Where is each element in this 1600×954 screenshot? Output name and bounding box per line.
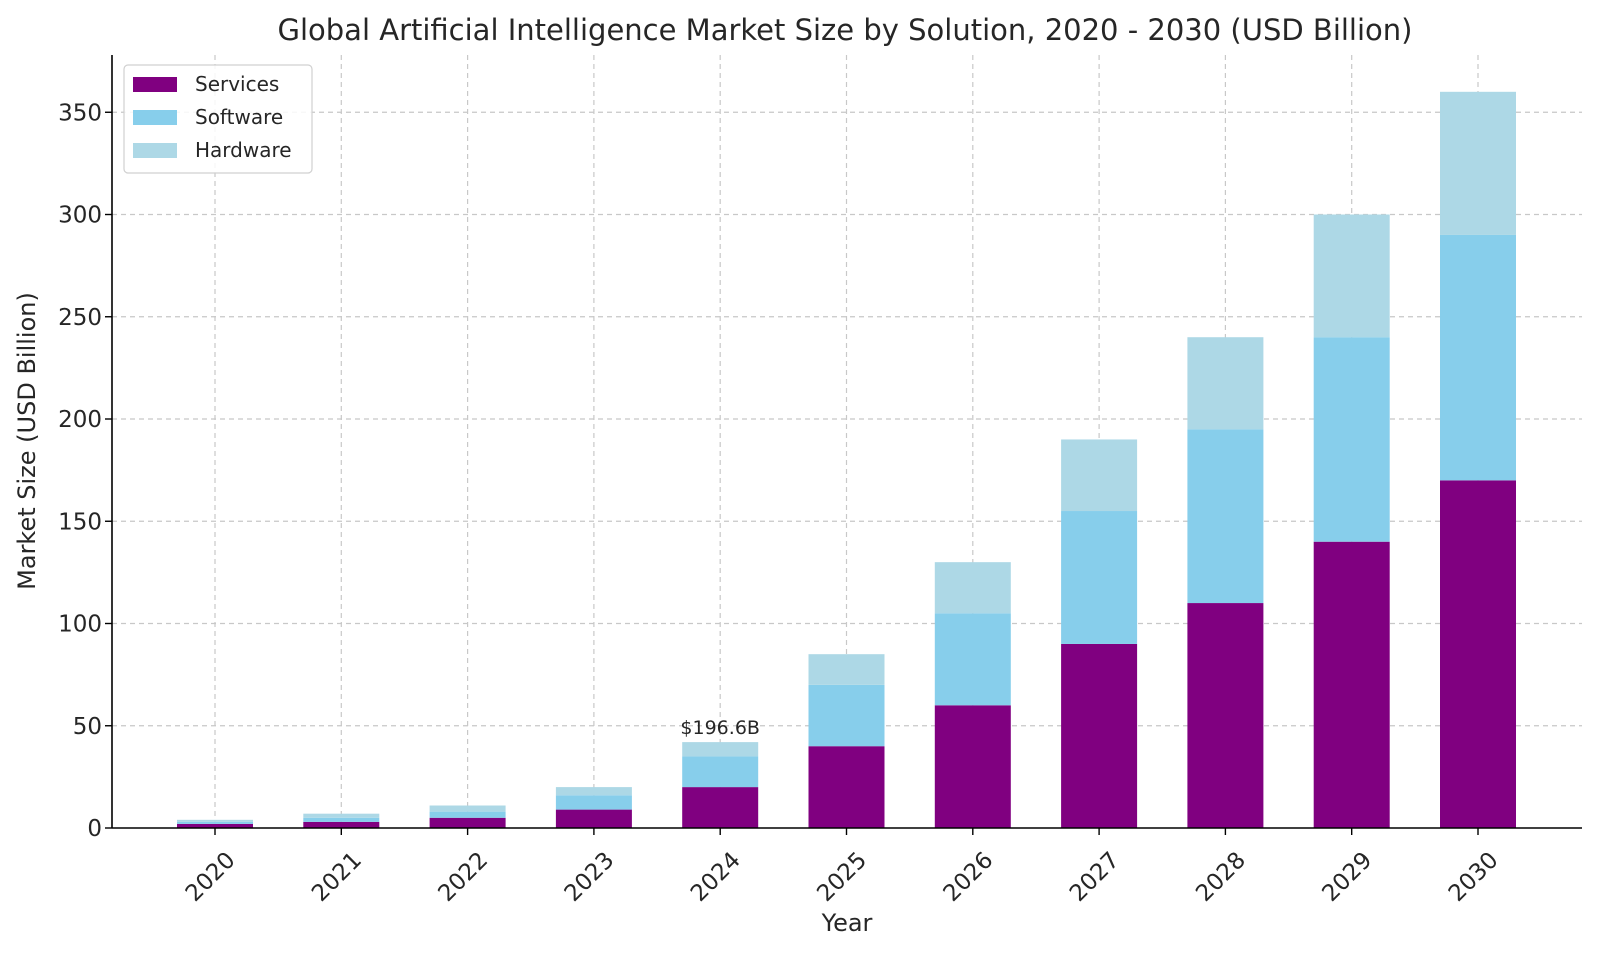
bar-services-2020 xyxy=(177,823,253,828)
bar-software-2022 xyxy=(429,811,506,818)
bar-hardware-2030 xyxy=(1440,91,1516,235)
bar-hardware-2026 xyxy=(934,562,1011,614)
legend-swatch-hardware xyxy=(133,143,177,158)
bar-software-2028 xyxy=(1187,429,1264,604)
x-axis-title: Year xyxy=(821,909,873,937)
bar-hardware-2022 xyxy=(429,805,506,812)
bar-hardware-2029 xyxy=(1313,214,1390,338)
bar-hardware-2023 xyxy=(555,787,632,796)
y-tick-label: 50 xyxy=(73,714,102,740)
legend-label-services: Services xyxy=(195,72,279,96)
bar-software-2026 xyxy=(934,613,1011,706)
legend-label-software: Software xyxy=(195,105,283,129)
bar-hardware-2024 xyxy=(682,742,759,757)
bar-software-2023 xyxy=(555,795,632,810)
x-tick-label: 2022 xyxy=(433,847,493,907)
bars xyxy=(177,91,1516,828)
bar-annotation: $196.6B xyxy=(680,717,760,739)
x-tick-label: 2030 xyxy=(1444,847,1504,907)
y-tick-label: 100 xyxy=(58,612,102,638)
bar-hardware-2025 xyxy=(808,654,885,685)
bar-services-2022 xyxy=(429,817,506,828)
x-ticks: 2020 2021 2022 2023 2024 2025 2026 2027 2028 2029… xyxy=(181,828,1504,907)
y-tick-label: 150 xyxy=(58,509,102,535)
bar-services-2028 xyxy=(1187,603,1264,828)
y-tick-label: 300 xyxy=(58,203,102,229)
bar-services-2025 xyxy=(808,746,885,828)
bar-services-2021 xyxy=(303,821,380,828)
legend-swatch-software xyxy=(133,110,177,125)
x-tick-label: 2023 xyxy=(560,847,620,907)
annotations: $196.6B xyxy=(680,717,760,739)
bar-hardware-2028 xyxy=(1187,337,1264,430)
bar-software-2024 xyxy=(682,756,759,788)
bar-services-2029 xyxy=(1313,541,1390,828)
y-tick-label: 350 xyxy=(58,100,102,126)
bar-software-2030 xyxy=(1440,234,1516,481)
y-axis-title: Market Size (USD Billion) xyxy=(13,292,41,590)
x-tick-label: 2025 xyxy=(812,847,872,907)
bar-services-2027 xyxy=(1061,643,1138,828)
bar-services-2030 xyxy=(1440,480,1516,828)
x-tick-label: 2028 xyxy=(1191,847,1251,907)
x-tick-label: 2029 xyxy=(1318,847,1378,907)
bar-hardware-2027 xyxy=(1061,439,1138,512)
bar-services-2023 xyxy=(555,809,632,828)
x-tick-label: 2027 xyxy=(1065,847,1125,907)
y-ticks: 0 50 100 150 200 250 300 350 xyxy=(58,100,112,842)
bar-software-2027 xyxy=(1061,511,1138,644)
y-tick-label: 250 xyxy=(58,305,102,331)
legend: Services Software Hardware xyxy=(123,64,313,174)
bar-software-2025 xyxy=(808,684,885,747)
chart-title: Global Artificial Intelligence Market Si… xyxy=(278,13,1413,47)
bar-hardware-2021 xyxy=(303,813,380,818)
legend-swatch-services xyxy=(133,77,177,92)
bar-services-2024 xyxy=(682,787,759,828)
bar-services-2026 xyxy=(934,705,1011,828)
bar-hardware-2020 xyxy=(177,819,253,822)
bar-software-2020 xyxy=(177,821,253,824)
y-tick-label: 200 xyxy=(58,407,102,433)
legend-label-hardware: Hardware xyxy=(195,138,292,162)
x-tick-label: 2026 xyxy=(939,847,999,907)
y-tick-label: 0 xyxy=(87,816,102,842)
x-tick-label: 2024 xyxy=(686,847,746,907)
x-tick-label: 2021 xyxy=(307,847,367,907)
bar-software-2021 xyxy=(303,817,380,822)
x-tick-label: 2020 xyxy=(181,847,241,907)
bar-software-2029 xyxy=(1313,337,1390,542)
